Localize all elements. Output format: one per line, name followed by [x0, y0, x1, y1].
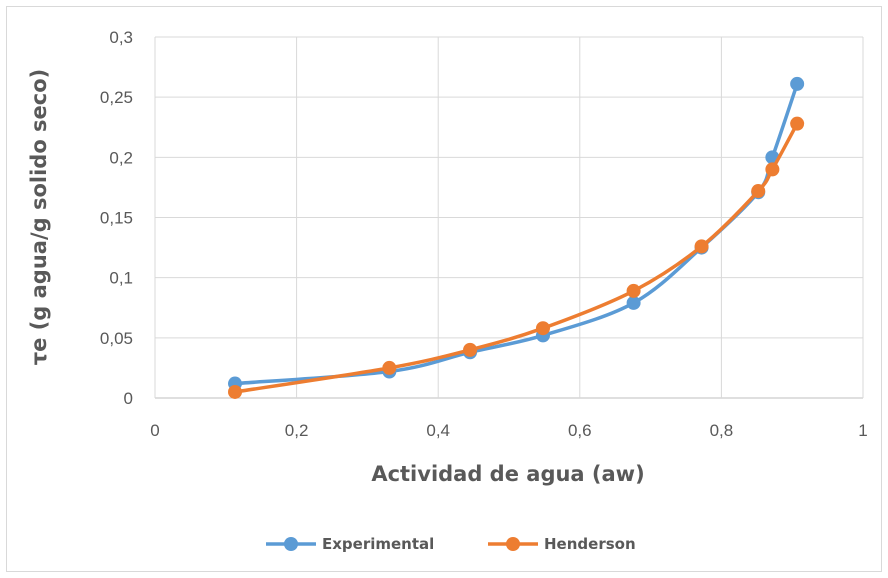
legend-item-experimental: Experimental: [266, 535, 434, 553]
x-tick-label: 0: [150, 421, 159, 440]
legend-marker-experimental: [284, 537, 298, 551]
data-point-henderson: [463, 343, 477, 357]
data-point-experimental: [790, 77, 804, 91]
y-tick-label: 0,25: [100, 88, 133, 107]
x-tick-label: 1: [858, 421, 867, 440]
data-point-henderson: [790, 117, 804, 131]
legend: Experimental Henderson: [266, 535, 636, 553]
legend-marker-henderson: [506, 537, 520, 551]
y-tick-label: 0,15: [100, 209, 133, 228]
data-point-experimental: [627, 296, 641, 310]
legend-item-henderson: Henderson: [488, 535, 636, 553]
y-tick-label: 0,3: [109, 28, 133, 47]
data-point-henderson: [695, 239, 709, 253]
legend-label-henderson: Henderson: [544, 535, 636, 553]
x-axis-tick-labels: 0 0,2 0,4 0,6 0,8 1: [150, 421, 867, 440]
x-tick-label: 0,8: [710, 421, 734, 440]
data-point-henderson: [536, 321, 550, 335]
data-point-henderson: [382, 361, 396, 375]
y-axis-title: τe (g agua/g solido seco): [27, 69, 51, 366]
x-axis-title: Actividad de agua (aw): [371, 462, 644, 486]
y-axis-tick-labels: 0 0,05 0,1 0,15 0,2 0,25 0,3: [100, 28, 133, 408]
series-henderson: [228, 117, 804, 399]
x-tick-label: 0,6: [568, 421, 592, 440]
legend-label-experimental: Experimental: [322, 535, 434, 553]
x-tick-label: 0,4: [426, 421, 450, 440]
data-point-henderson: [627, 284, 641, 298]
series-group: [228, 77, 804, 399]
data-point-henderson: [751, 184, 765, 198]
y-tick-label: 0,05: [100, 329, 133, 348]
y-tick-label: 0,2: [109, 148, 133, 167]
x-tick-label: 0,2: [285, 421, 309, 440]
data-point-henderson: [765, 162, 779, 176]
data-point-henderson: [228, 385, 242, 399]
series-line-henderson: [235, 124, 797, 392]
y-tick-label: 0: [124, 389, 133, 408]
y-tick-label: 0,1: [109, 269, 133, 288]
